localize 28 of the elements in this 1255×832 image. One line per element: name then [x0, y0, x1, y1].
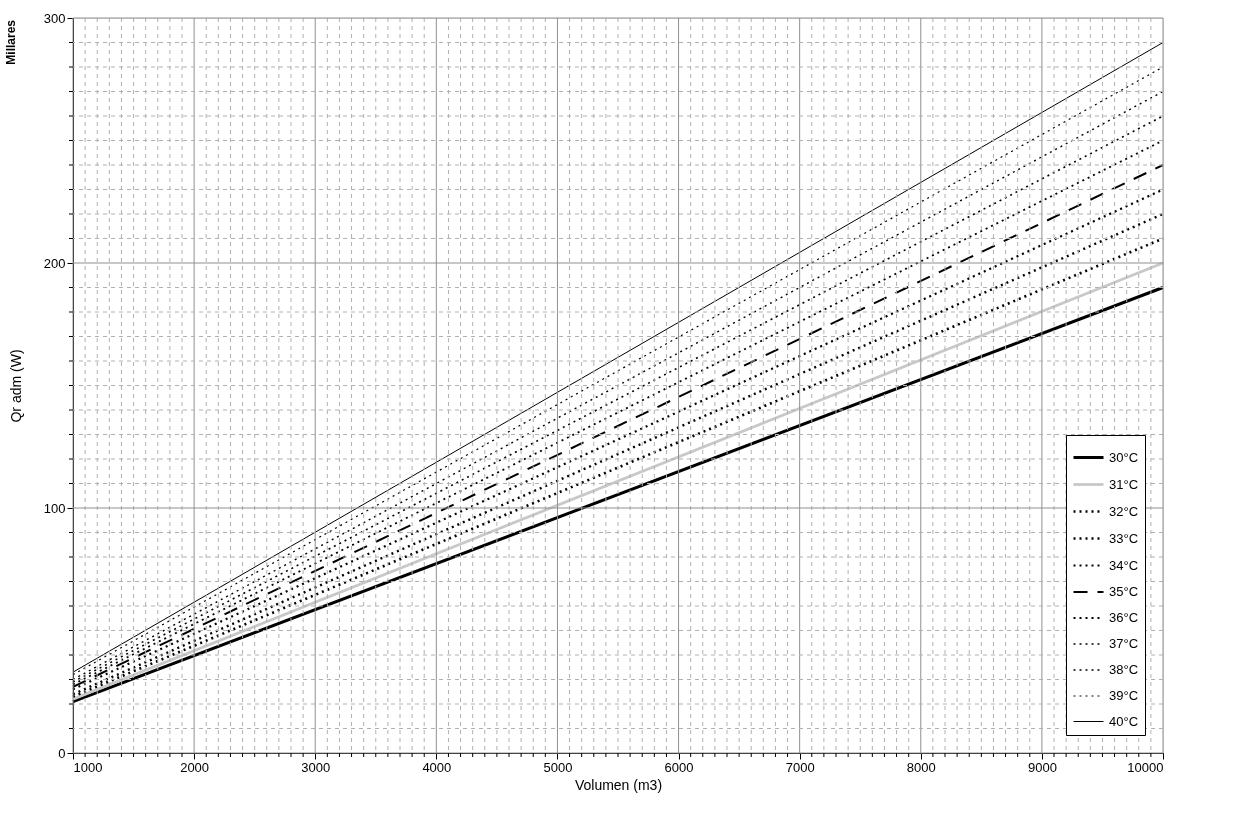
- y-tick-label: 200: [43, 255, 66, 271]
- legend-label: 36°C: [1109, 610, 1139, 625]
- y-axis-title: Qr adm (W): [7, 349, 24, 423]
- legend-label: 34°C: [1109, 557, 1139, 573]
- x-tick-label: 3000: [301, 759, 331, 775]
- y-tick-label: 100: [43, 500, 66, 516]
- legend-label: 32°C: [1109, 503, 1139, 519]
- x-tick-label: 5000: [543, 759, 573, 775]
- y-tick-label: 0: [58, 745, 66, 761]
- x-tick-label: 7000: [785, 759, 815, 775]
- x-tick-label: 1000: [73, 759, 103, 775]
- legend-label: 30°C: [1109, 449, 1139, 465]
- legend-label: 33°C: [1109, 530, 1139, 546]
- legend-label: 37°C: [1109, 636, 1139, 651]
- x-tick-label: 9000: [1027, 759, 1057, 775]
- x-axis-title: Volumen (m3): [574, 776, 663, 793]
- y-tick-label: 300: [43, 10, 66, 26]
- x-tick-label: 2000: [180, 759, 210, 775]
- legend-label: 38°C: [1109, 662, 1139, 677]
- text: Millares: [4, 19, 18, 65]
- x-tick-label: 4000: [422, 759, 452, 775]
- legend-label: 40°C: [1109, 713, 1139, 729]
- legend-label: 39°C: [1109, 688, 1139, 703]
- legend-label: 31°C: [1109, 476, 1139, 492]
- x-tick-label: 10000: [1127, 759, 1164, 775]
- legend-label: 35°C: [1109, 584, 1139, 599]
- x-tick-label: 8000: [906, 759, 936, 775]
- x-tick-label: 6000: [664, 759, 694, 775]
